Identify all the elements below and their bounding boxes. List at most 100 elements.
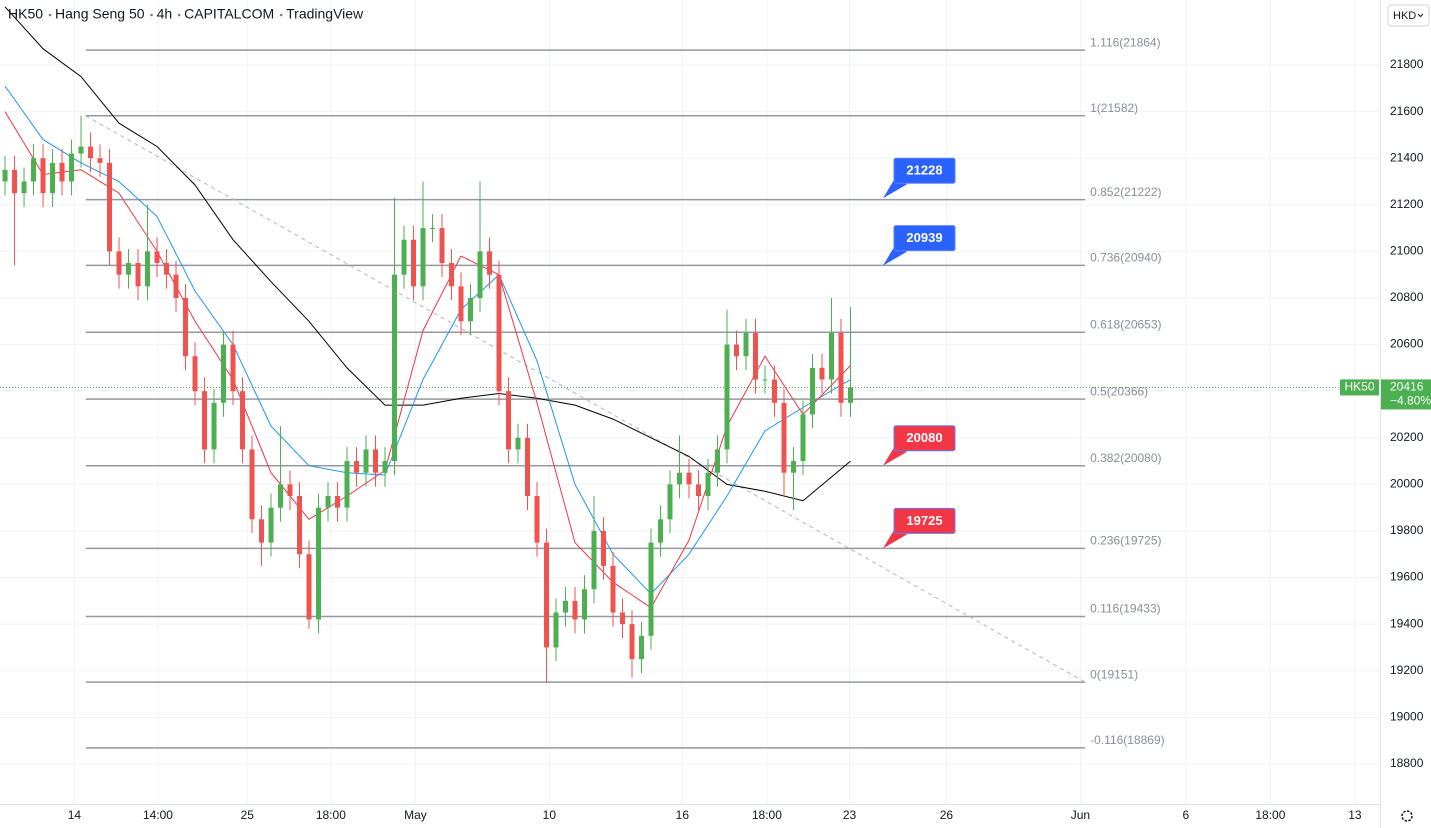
candle-body: [268, 507, 274, 543]
y-tick-label: 19200: [1390, 663, 1424, 677]
change-percent: −4.80%: [1390, 394, 1431, 408]
callout-box: [893, 157, 956, 184]
header-separator: [48, 13, 52, 17]
candle-body: [97, 158, 103, 163]
fib-label: 0.236(19725): [1090, 534, 1161, 548]
y-tick-label: 20800: [1390, 290, 1424, 304]
y-tick-label: 20000: [1390, 477, 1424, 491]
y-tick-label: 21200: [1390, 197, 1424, 211]
candle-body: [696, 484, 702, 497]
candle-body: [430, 228, 436, 230]
candle-body: [591, 530, 597, 590]
candle-body: [686, 472, 692, 485]
candle-body: [828, 332, 834, 380]
candle-body: [69, 153, 75, 182]
candle-body: [135, 263, 141, 287]
candle-body: [620, 612, 626, 625]
price-badge: [1381, 379, 1431, 410]
y-tick-label: 21400: [1390, 150, 1424, 164]
candle-body: [838, 332, 844, 403]
symbol-badge-label: HK50: [1344, 380, 1374, 394]
fib-label: 0.736(20940): [1090, 251, 1161, 265]
moving-average: [4, 111, 851, 609]
x-tick-label: 18:00: [316, 808, 346, 822]
header-text: 4h: [157, 6, 173, 22]
candle-body: [553, 612, 559, 648]
candle-body: [819, 367, 825, 380]
candle-body: [221, 344, 227, 403]
last-price: 20416: [1390, 380, 1424, 394]
currency-chevron: [1417, 13, 1424, 18]
candle-body: [40, 158, 46, 194]
header-text: Hang Seng 50: [55, 6, 145, 22]
candle-body: [752, 332, 758, 380]
candle-body: [202, 391, 208, 450]
candle-body: [781, 402, 787, 473]
callout-label: 20080: [906, 430, 942, 445]
candle-body: [211, 402, 217, 450]
candle-body: [297, 496, 303, 555]
settings-icon[interactable]: [1401, 810, 1413, 822]
fib-label: 0.116(19433): [1090, 602, 1161, 616]
candle-body: [809, 367, 815, 415]
candle-body: [458, 286, 464, 322]
candle-body: [259, 519, 265, 543]
candle-body: [667, 484, 673, 520]
callout-label: 19725: [906, 513, 942, 528]
fib-label: 0.618(20653): [1090, 317, 1161, 331]
fib-label: 1(21582): [1090, 101, 1138, 115]
currency-button[interactable]: [1387, 4, 1430, 27]
header-text: TradingView: [286, 6, 364, 22]
candle-body: [762, 379, 768, 381]
candle-body: [534, 496, 540, 543]
candle-body: [582, 589, 588, 620]
candle-body: [477, 251, 483, 298]
header-separator: [279, 13, 283, 17]
candle-body: [88, 146, 94, 159]
fib-label: 0.5(20366): [1090, 384, 1148, 398]
candle-body: [601, 530, 607, 566]
candle-body: [468, 297, 474, 322]
candle-body: [658, 519, 664, 543]
candle-body: [411, 239, 417, 287]
candle-body: [420, 228, 426, 287]
candle-body: [677, 472, 683, 485]
price-axis: [1380, 0, 1431, 828]
candle-body: [382, 461, 388, 473]
candle-body: [78, 146, 84, 154]
callout-label: 21228: [906, 163, 942, 178]
candle-body: [715, 449, 721, 473]
candle-body: [439, 228, 445, 264]
candle-body: [506, 391, 512, 450]
fib-label: -0.116(18869): [1090, 733, 1165, 747]
candle-body: [335, 496, 341, 508]
candle-body: [325, 496, 331, 508]
candle-body: [249, 449, 255, 520]
candle-body: [145, 251, 151, 287]
candle-body: [107, 162, 113, 252]
candle-body: [800, 414, 806, 462]
x-tick-label: 23: [843, 808, 857, 822]
candle-body: [154, 251, 160, 264]
candle-body: [316, 507, 322, 620]
callout-box: [893, 225, 956, 252]
candle-body: [496, 274, 502, 392]
symbol-badge: [1340, 379, 1379, 396]
header-text: CAPITALCOM: [184, 6, 274, 22]
y-tick-label: 19600: [1390, 570, 1424, 584]
candle-body: [847, 387, 853, 403]
candle-body: [401, 239, 407, 275]
y-tick-label: 20600: [1390, 337, 1424, 351]
x-tick-label: 10: [543, 808, 557, 822]
x-tick-label: 26: [940, 808, 954, 822]
candle-body: [705, 472, 711, 497]
y-tick-label: 20200: [1390, 430, 1424, 444]
y-tick-label: 19800: [1390, 523, 1424, 537]
candle-body: [373, 449, 379, 473]
candle-body: [59, 162, 65, 182]
candle-body: [790, 461, 796, 473]
y-tick-label: 19400: [1390, 616, 1424, 630]
x-tick-label: 6: [1182, 808, 1189, 822]
candle-body: [287, 484, 293, 497]
